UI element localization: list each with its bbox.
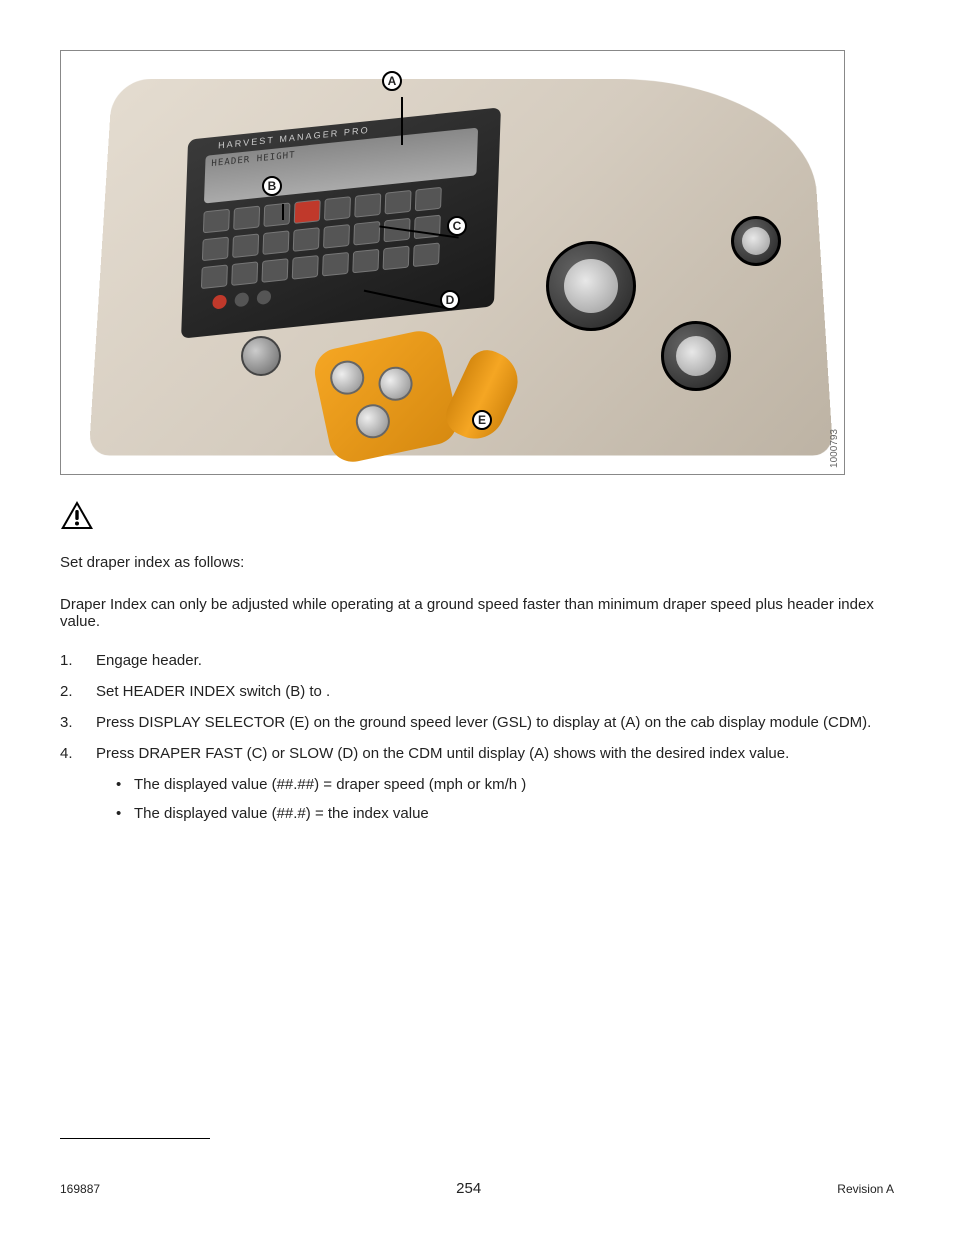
panel-button	[322, 252, 349, 277]
callout-e: E	[472, 410, 492, 430]
joystick-knob	[375, 364, 415, 404]
panel-button	[352, 249, 379, 274]
footer-doc-number: 169887	[60, 1182, 100, 1196]
intro-paragraph: Set draper index as follows:	[60, 554, 894, 571]
joystick-knob	[353, 401, 393, 441]
ignition-key	[241, 336, 281, 376]
panel-button	[354, 193, 381, 218]
panel-button	[323, 224, 350, 249]
steps-list: Engage header. Set HEADER INDEX switch (…	[60, 650, 894, 824]
panel-button	[383, 246, 410, 271]
footer-page-number: 254	[456, 1180, 481, 1197]
step-item: Press DRAPER FAST (C) or SLOW (D) on the…	[60, 743, 894, 824]
step-item: Press DISPLAY SELECTOR (E) on the ground…	[60, 712, 894, 733]
panel-button	[385, 190, 412, 215]
step-item: Set HEADER INDEX switch (B) to .	[60, 681, 894, 702]
sublist-item: The displayed value (##.#) = the index v…	[116, 803, 894, 824]
panel-button	[233, 206, 260, 231]
footnote-rule	[60, 1138, 210, 1139]
callout-b: B	[262, 176, 282, 196]
indicator-row	[212, 290, 271, 310]
step-text: Press DISPLAY SELECTOR (E) on the ground…	[96, 714, 871, 731]
indicator-light	[212, 294, 227, 309]
gauge-medium	[661, 321, 731, 391]
callout-line	[282, 204, 284, 220]
panel-button	[201, 264, 228, 289]
page-footer: 169887 254 Revision A	[60, 1180, 894, 1197]
panel-button	[324, 196, 351, 221]
footer-revision: Revision A	[837, 1182, 894, 1196]
gauge-large	[546, 241, 636, 331]
panel-button	[231, 261, 258, 286]
panel-button	[292, 255, 319, 280]
indicator-light	[257, 290, 272, 305]
figure-container: HARVEST MANAGER PRO HEADER HEIGHT	[60, 50, 845, 475]
panel-button	[261, 258, 288, 283]
joystick-assembly	[321, 331, 481, 471]
callout-d: D	[440, 290, 460, 310]
image-number: 1000793	[829, 429, 840, 468]
step-text: Engage header.	[96, 652, 202, 669]
warning-icon	[60, 500, 894, 534]
callout-line	[401, 97, 403, 145]
panel-button	[413, 242, 440, 267]
figure-illustration: HARVEST MANAGER PRO HEADER HEIGHT	[61, 51, 844, 474]
panel-button	[203, 209, 230, 234]
step-sublist: The displayed value (##.##) = draper spe…	[96, 774, 894, 824]
joystick-knob	[327, 357, 367, 397]
note-paragraph: Draper Index can only be adjusted while …	[60, 596, 894, 630]
panel-button	[293, 227, 320, 252]
step-text: Press DRAPER FAST (C) or SLOW (D) on the…	[96, 745, 789, 762]
panel-button	[415, 187, 442, 212]
panel-button	[202, 237, 229, 262]
step-item: Engage header.	[60, 650, 894, 671]
panel-button-warning	[294, 199, 321, 224]
sublist-item: The displayed value (##.##) = draper spe…	[116, 774, 894, 795]
panel-button	[353, 221, 380, 246]
panel-button	[232, 233, 259, 258]
callout-c: C	[447, 216, 467, 236]
panel-button	[262, 230, 289, 255]
panel-button	[263, 202, 290, 227]
gauge-small	[731, 216, 781, 266]
callout-a: A	[382, 71, 402, 91]
step-text: Set HEADER INDEX switch (B) to .	[96, 683, 330, 700]
indicator-light	[234, 292, 249, 307]
joystick-body	[310, 327, 461, 467]
